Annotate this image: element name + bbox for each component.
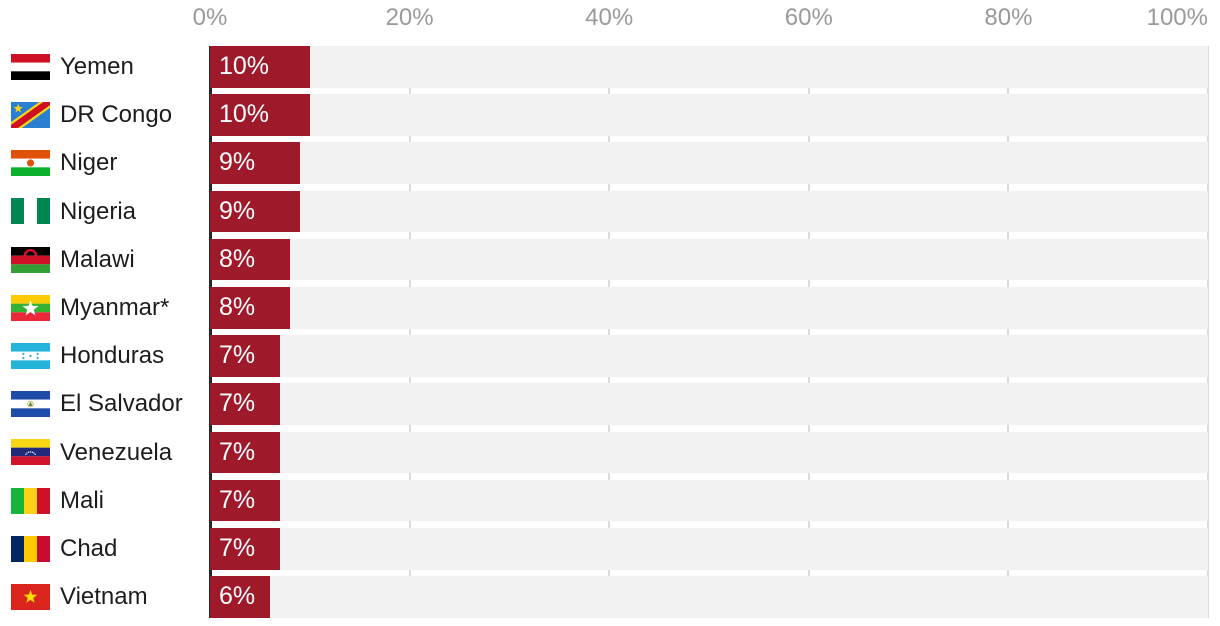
bar-value-label: 9% — [219, 196, 256, 225]
row-background — [210, 335, 1208, 377]
row-background — [210, 94, 1208, 136]
flag-nigeria-icon — [11, 198, 50, 225]
x-axis-tick-label: 20% — [385, 4, 434, 31]
category-label: Myanmar* — [60, 294, 170, 321]
bar-myanmar: 8% — [210, 287, 290, 329]
category-label: Vietnam — [60, 583, 148, 611]
gridline — [807, 46, 810, 618]
bar-value-label: 9% — [219, 148, 256, 177]
gridline — [408, 46, 411, 618]
flag-drcongo-icon — [11, 102, 50, 128]
row-background — [210, 528, 1208, 570]
bar-value-label: 10% — [219, 100, 270, 129]
category-label: Yemen — [60, 53, 134, 80]
bar-niger: 9% — [210, 142, 300, 184]
flag-chad-icon — [11, 535, 50, 562]
bar-chad: 7% — [210, 528, 280, 570]
row-background — [210, 479, 1208, 522]
category-label: DR Congo — [60, 101, 173, 129]
row-background — [210, 142, 1208, 184]
row-background — [210, 431, 1208, 474]
x-axis-tick-label: 40% — [585, 4, 634, 31]
category-label: Chad — [60, 535, 118, 562]
flag-mali-icon — [11, 487, 50, 514]
bar-value-label: 6% — [219, 582, 256, 611]
row-background — [210, 576, 1208, 618]
x-axis-tick-label: 100% — [1146, 4, 1208, 31]
x-axis-tick-label: 60% — [784, 4, 833, 31]
gridline — [608, 46, 611, 618]
flag-niger-icon — [11, 150, 50, 177]
bar-yemen: 10% — [210, 46, 310, 88]
flag-yemen-icon — [11, 53, 50, 80]
bar-nigeria: 9% — [210, 190, 300, 233]
bar-value-label: 10% — [219, 52, 270, 80]
bar-venezuela: 7% — [210, 431, 280, 474]
x-axis-tick-label: 80% — [984, 4, 1033, 31]
bar-dr-congo: 10% — [210, 94, 310, 136]
bar-value-label: 7% — [219, 437, 256, 466]
bar-value-label: 7% — [219, 341, 256, 370]
category-label: Mali — [60, 486, 105, 514]
row-background — [210, 287, 1208, 329]
bar-vietnam: 6% — [210, 576, 270, 618]
flag-malawi-icon — [11, 246, 50, 273]
category-label: Honduras — [60, 342, 165, 370]
gridline — [1007, 46, 1010, 618]
category-label: El Salvador — [60, 390, 183, 418]
flag-venezuela-icon — [11, 439, 50, 466]
flag-vietnam-icon — [11, 584, 50, 610]
gridline — [1207, 46, 1209, 618]
y-axis-line — [208, 46, 212, 618]
bar-honduras: 7% — [210, 335, 280, 377]
bar-value-label: 7% — [219, 485, 256, 514]
category-label: Venezuela — [60, 438, 173, 466]
bar-value-label: 7% — [219, 534, 256, 562]
flag-myanmar-icon — [11, 294, 50, 321]
bar-el-salvador: 7% — [210, 383, 280, 425]
row-background — [210, 190, 1208, 233]
bar-value-label: 8% — [219, 244, 256, 273]
category-label: Nigeria — [60, 197, 137, 225]
bar-value-label: 8% — [219, 293, 256, 321]
bar-mali: 7% — [210, 479, 280, 522]
flag-elsalvador-icon — [11, 391, 50, 418]
category-label: Niger — [60, 149, 118, 177]
bar-malawi: 8% — [210, 238, 290, 281]
bar-value-label: 7% — [219, 389, 256, 418]
flag-honduras-icon — [11, 343, 50, 369]
row-background — [210, 383, 1208, 425]
category-label: Malawi — [60, 245, 135, 273]
row-background — [210, 238, 1208, 281]
row-background — [210, 46, 1208, 88]
x-axis-tick-label: 0% — [192, 4, 228, 31]
